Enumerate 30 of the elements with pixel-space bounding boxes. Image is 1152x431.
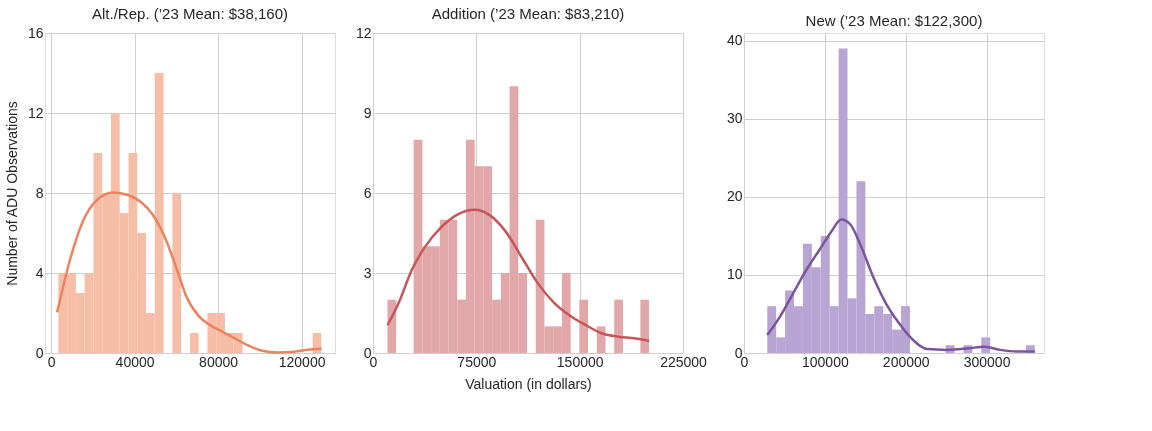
x-tick-label: 225000 [660,353,708,370]
y-tick-label: 16 [27,24,44,41]
x-tick-label: 0 [47,353,56,370]
chart-title: Addition (’23 Mean: $83,210) [431,5,625,22]
y-tick-label: 4 [35,264,44,281]
line-series [386,208,651,343]
y-tick-label: 10 [726,266,743,283]
chart-title: Alt./Rep. (’23 Mean: $38,160) [92,5,288,22]
y-tick-label: 9 [363,104,372,121]
y-tick-label: 12 [27,104,44,121]
line-series [766,218,1037,353]
y-tick-label: 8 [35,184,44,201]
x-tick-label: 200000 [882,353,930,370]
y-tick-label: 3 [363,264,372,281]
y-tick-label: 30 [726,110,743,127]
x-tick-label: 100000 [802,353,849,370]
x-tick-label: 300000 [963,353,1011,370]
y-tick-label: 6 [363,184,372,201]
x-axis-title: Valuation (in dollars) [465,375,592,392]
x-tick-label: 75000 [457,353,497,370]
y-tick-label: 20 [726,188,743,205]
y-axis-title: Number of ADU Observations [3,101,20,286]
chart-title: New (’23 Mean: $122,300) [805,12,983,29]
y-tick-label: 12 [355,24,372,41]
x-tick-label: 40000 [115,353,155,370]
x-tick-label: 80000 [199,353,239,370]
x-tick-label: 120000 [278,353,326,370]
y-tick-label: 40 [726,32,743,49]
line-series [55,191,323,354]
x-tick-label: 150000 [556,353,604,370]
